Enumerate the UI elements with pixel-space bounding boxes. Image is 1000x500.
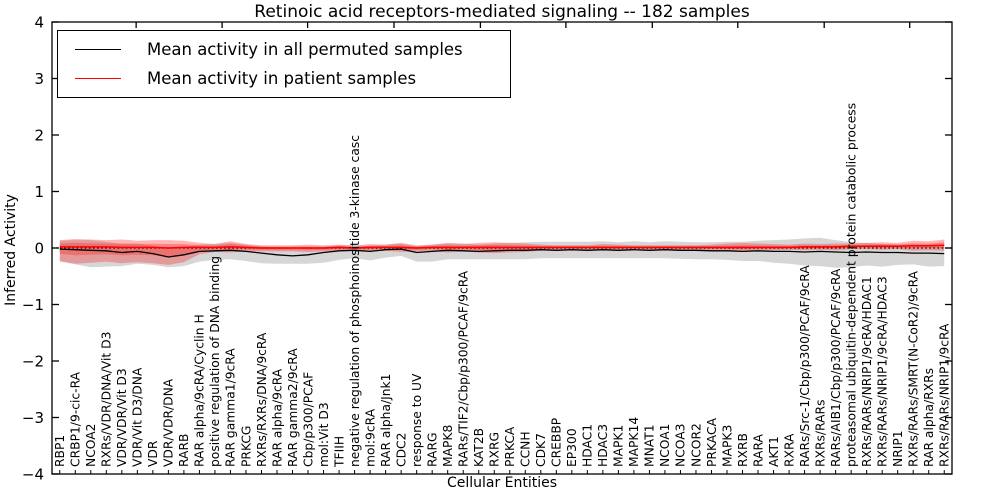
x-category-label: RARs/Src-1/Cbp/p300/PCAF/9cRA	[798, 265, 812, 467]
patient-mean-line	[59, 244, 945, 249]
x-category-label: RARs/TIF2/Cbp/p300/PCAF/9cRA	[457, 270, 471, 467]
x-category-label: VDR/VDR/Vit D3	[115, 368, 129, 467]
legend-entry-permuted: Mean activity in all permuted samples	[58, 35, 510, 64]
x-category-label: CRBP1/9-cic-RA	[69, 371, 83, 467]
x-category-label: RXRs/RARs/NRIP1/9cRA/HDAC3	[876, 276, 890, 467]
x-category-label: NRIP1	[891, 430, 905, 467]
y-tick-label: −2	[22, 353, 44, 371]
x-category-label: RXRs/RARs	[813, 400, 827, 467]
x-category-label: PRKCG	[239, 426, 253, 467]
x-category-label: RARG	[426, 432, 440, 467]
x-category-label: RARB	[177, 434, 191, 467]
x-category-label: RAR alpha/9cRA/Cyclin H	[193, 314, 207, 467]
x-category-label: RXRs/RARs/NRIP1/9cRA	[938, 323, 952, 467]
legend-label-permuted: Mean activity in all permuted samples	[147, 40, 463, 59]
x-category-label: VDR/VDR/DNA	[162, 378, 176, 467]
x-category-label: RXRs/RARs/NRIP1/9cRA/HDAC1	[860, 276, 874, 467]
x-category-label: NCOR2	[689, 423, 703, 467]
x-category-label: RXRs/RARs/SMRT(N-CoR2)/9cRA	[907, 270, 921, 467]
x-category-label: MAPK14	[627, 417, 641, 467]
x-category-label: CREBBP	[550, 418, 564, 467]
x-category-label: negative regulation of phosphoinositide …	[348, 135, 362, 467]
x-category-label: mol:Vit D3	[317, 402, 331, 467]
y-tick-label: 2	[34, 127, 44, 145]
x-category-label: MAPK3	[720, 425, 734, 467]
y-tick-label: −4	[22, 466, 44, 484]
x-category-label: HDAC1	[581, 424, 595, 467]
x-category-label: HDAC3	[596, 424, 610, 467]
x-category-label: RARA	[751, 433, 765, 467]
y-tick-label: −3	[22, 409, 44, 427]
x-category-label: RXRA	[782, 433, 796, 467]
permuted-band	[59, 237, 945, 268]
x-category-label: EP300	[565, 428, 579, 467]
x-category-label: PRKACA	[705, 417, 719, 467]
x-category-label: RAR alpha/9cRA	[270, 368, 284, 467]
x-category-label: mol:9cRA	[363, 408, 377, 467]
legend: Mean activity in all permuted samples Me…	[57, 30, 511, 98]
x-category-label: PRKCA	[503, 426, 517, 467]
x-category-label: Cbp/p300/PCAF	[301, 372, 315, 467]
x-category-label: RAR alpha/Jnk1	[379, 373, 393, 467]
patient-line-swatch	[75, 78, 121, 79]
x-category-label: VDR	[146, 440, 160, 467]
x-category-label: proteasomal ubiquitin-dependent protein …	[844, 103, 858, 467]
x-axis-label: Cellular Entities	[446, 475, 558, 491]
y-tick-label: 1	[34, 183, 44, 201]
y-tick-label: −1	[22, 296, 44, 314]
x-category-label: response to UV	[410, 373, 424, 467]
y-axis-label: Inferred Activity	[3, 194, 19, 306]
x-category-label: KAT2B	[472, 428, 486, 467]
x-category-label: CCNH	[519, 431, 533, 467]
x-category-label: RAR gamma2/9cRA	[286, 348, 300, 467]
y-tick-label: 0	[34, 240, 44, 258]
x-category-label: RXRB	[736, 433, 750, 467]
x-category-label: CDK7	[534, 433, 548, 467]
x-category-label: VDR/Vit D3/DNA	[131, 367, 145, 467]
y-tick-label: 3	[34, 70, 44, 88]
x-category-label: RXRs/VDR/DNA/Vit D3	[100, 332, 114, 467]
legend-label-patient: Mean activity in patient samples	[147, 69, 417, 88]
legend-entry-patient: Mean activity in patient samples	[58, 64, 510, 93]
x-category-label: MAPK8	[441, 425, 455, 467]
x-category-label: RAR alpha/RXRs	[922, 368, 936, 467]
y-tick-label: 4	[34, 14, 44, 32]
x-category-label: RXRs/RXRs/DNA/9cRA	[255, 332, 269, 467]
x-category-label: RARs/AIB1/Cbp/p300/PCAF/9cRA	[829, 268, 843, 467]
x-category-label: RBP1	[53, 435, 67, 467]
x-category-label: AKT1	[767, 436, 781, 467]
x-category-label: MNAT1	[643, 424, 657, 467]
x-category-label: NCOA3	[674, 424, 688, 467]
x-category-label: TFIIH	[332, 436, 346, 468]
x-category-label: RAR gamma1/9cRA	[224, 348, 238, 467]
patient-band-inner	[59, 242, 945, 257]
x-category-label: NCOA1	[658, 424, 672, 467]
permuted-mean-line	[59, 248, 945, 258]
x-category-label: CDC2	[394, 433, 408, 467]
x-category-label: RXRG	[488, 432, 502, 467]
x-category-label: positive regulation of DNA binding	[208, 256, 222, 467]
chart-title: Retinoic acid receptors-mediated signali…	[254, 2, 750, 22]
x-category-label: MAPK1	[612, 425, 626, 467]
x-category-label: NCOA2	[84, 424, 98, 467]
permuted-line-swatch	[75, 49, 121, 50]
patient-band-outer	[59, 239, 945, 265]
